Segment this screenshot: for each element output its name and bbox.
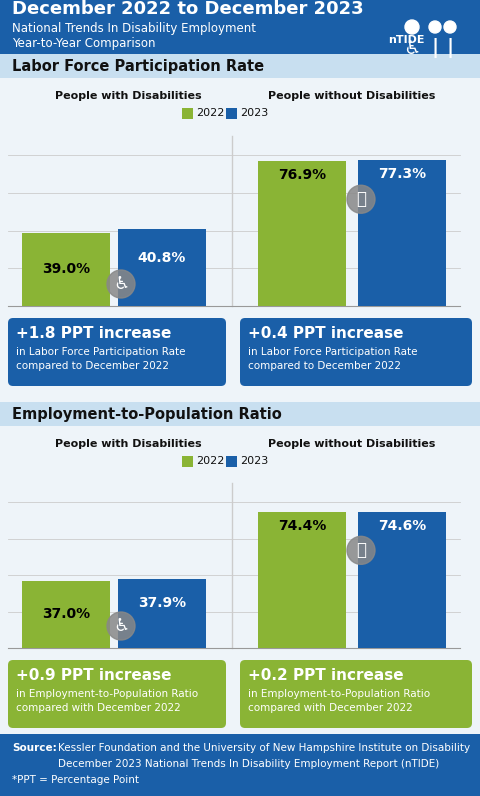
Text: ♿: ♿ xyxy=(403,39,421,58)
Text: 39.0%: 39.0% xyxy=(42,263,90,276)
Text: 2022: 2022 xyxy=(196,108,224,118)
Text: compared with December 2022: compared with December 2022 xyxy=(16,703,181,713)
Bar xyxy=(258,162,346,306)
FancyBboxPatch shape xyxy=(8,318,226,386)
FancyBboxPatch shape xyxy=(8,660,226,728)
Bar xyxy=(182,456,193,467)
Circle shape xyxy=(347,185,375,213)
Text: 74.6%: 74.6% xyxy=(378,519,426,533)
Bar xyxy=(226,108,237,119)
Text: Employment-to-Population Ratio: Employment-to-Population Ratio xyxy=(12,407,282,422)
Text: 2022: 2022 xyxy=(196,456,224,466)
Text: National Trends In Disability Employment: National Trends In Disability Employment xyxy=(12,22,256,35)
Text: 2023: 2023 xyxy=(240,108,268,118)
Circle shape xyxy=(405,20,419,34)
Bar xyxy=(118,579,206,648)
Text: *PPT = Percentage Point: *PPT = Percentage Point xyxy=(12,775,139,785)
Text: ♿: ♿ xyxy=(113,617,129,635)
Circle shape xyxy=(429,21,441,33)
Text: nTIDE: nTIDE xyxy=(388,35,424,45)
Text: in Labor Force Participation Rate: in Labor Force Participation Rate xyxy=(16,347,185,357)
Text: +0.9 PPT increase: +0.9 PPT increase xyxy=(16,669,171,684)
Text: 74.4%: 74.4% xyxy=(278,519,326,533)
Bar xyxy=(22,580,110,648)
Text: 76.9%: 76.9% xyxy=(278,168,326,182)
Circle shape xyxy=(444,21,456,33)
Circle shape xyxy=(347,537,375,564)
Text: |: | xyxy=(432,38,439,58)
Text: in Employment-to-Population Ratio: in Employment-to-Population Ratio xyxy=(16,689,198,699)
Bar xyxy=(22,232,110,306)
Text: Kessler Foundation and the University of New Hampshire Institute on Disability: Kessler Foundation and the University of… xyxy=(58,743,470,753)
Bar xyxy=(226,456,237,467)
Text: 37.9%: 37.9% xyxy=(138,596,186,611)
FancyBboxPatch shape xyxy=(240,318,472,386)
Circle shape xyxy=(107,270,135,298)
Bar xyxy=(0,54,480,78)
Text: |: | xyxy=(446,38,454,58)
Bar xyxy=(358,512,446,648)
Text: People with Disabilities: People with Disabilities xyxy=(55,439,202,449)
Text: People without Disabilities: People without Disabilities xyxy=(268,91,435,101)
Text: compared to December 2022: compared to December 2022 xyxy=(248,361,401,371)
Text: People with Disabilities: People with Disabilities xyxy=(55,91,202,101)
Bar xyxy=(182,108,193,119)
Bar xyxy=(118,229,206,306)
Bar xyxy=(0,402,480,426)
Text: compared to December 2022: compared to December 2022 xyxy=(16,361,169,371)
Bar xyxy=(0,734,480,796)
Bar xyxy=(0,0,480,68)
FancyBboxPatch shape xyxy=(240,660,472,728)
Text: 2023: 2023 xyxy=(240,456,268,466)
Text: in Employment-to-Population Ratio: in Employment-to-Population Ratio xyxy=(248,689,430,699)
Text: 40.8%: 40.8% xyxy=(138,251,186,264)
Text: December 2023 National Trends In Disability Employment Report (nTIDE): December 2023 National Trends In Disabil… xyxy=(58,759,439,769)
Text: 👤: 👤 xyxy=(356,541,366,560)
Text: Labor Force Participation Rate: Labor Force Participation Rate xyxy=(12,58,264,73)
Text: +1.8 PPT increase: +1.8 PPT increase xyxy=(16,326,171,341)
Text: Source:: Source: xyxy=(12,743,57,753)
Text: Year-to-Year Comparison: Year-to-Year Comparison xyxy=(12,37,156,50)
Text: 👤: 👤 xyxy=(356,190,366,209)
Text: ♿: ♿ xyxy=(113,275,129,293)
Text: 37.0%: 37.0% xyxy=(42,607,90,621)
Text: +0.2 PPT increase: +0.2 PPT increase xyxy=(248,669,404,684)
Text: 77.3%: 77.3% xyxy=(378,167,426,181)
Text: People without Disabilities: People without Disabilities xyxy=(268,439,435,449)
Circle shape xyxy=(107,612,135,640)
Text: December 2022 to December 2023: December 2022 to December 2023 xyxy=(12,0,364,18)
Text: in Labor Force Participation Rate: in Labor Force Participation Rate xyxy=(248,347,418,357)
Bar xyxy=(358,161,446,306)
Text: +0.4 PPT increase: +0.4 PPT increase xyxy=(248,326,404,341)
Bar xyxy=(258,513,346,648)
Text: compared with December 2022: compared with December 2022 xyxy=(248,703,413,713)
